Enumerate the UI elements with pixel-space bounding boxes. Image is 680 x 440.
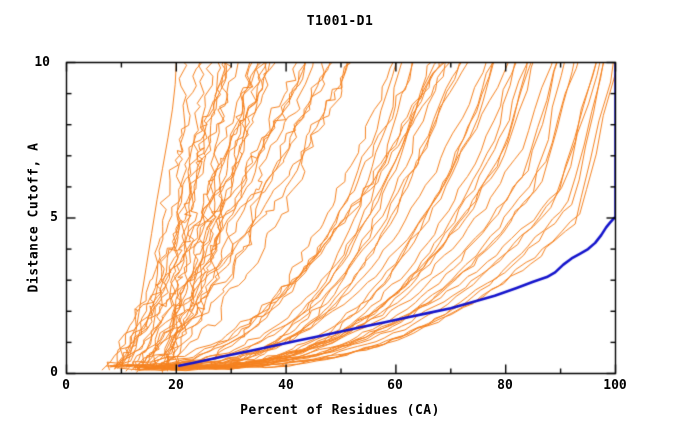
y-tick-label-0: 0 [50,365,58,380]
x-tick-label-20: 20 [168,378,184,393]
y-tick-label-5: 5 [50,210,58,225]
x-tick-label-60: 60 [387,378,403,393]
x-tick-label-0: 0 [62,378,70,393]
x-tick-label-40: 40 [278,378,294,393]
x-tick-label-80: 80 [497,378,513,393]
y-axis-label: Distance Cutoff, A [26,142,42,293]
x-tick-label-100: 100 [603,378,627,393]
y-tick-label-10: 10 [34,55,50,70]
x-axis-label: Percent of Residues (CA) [240,403,440,418]
